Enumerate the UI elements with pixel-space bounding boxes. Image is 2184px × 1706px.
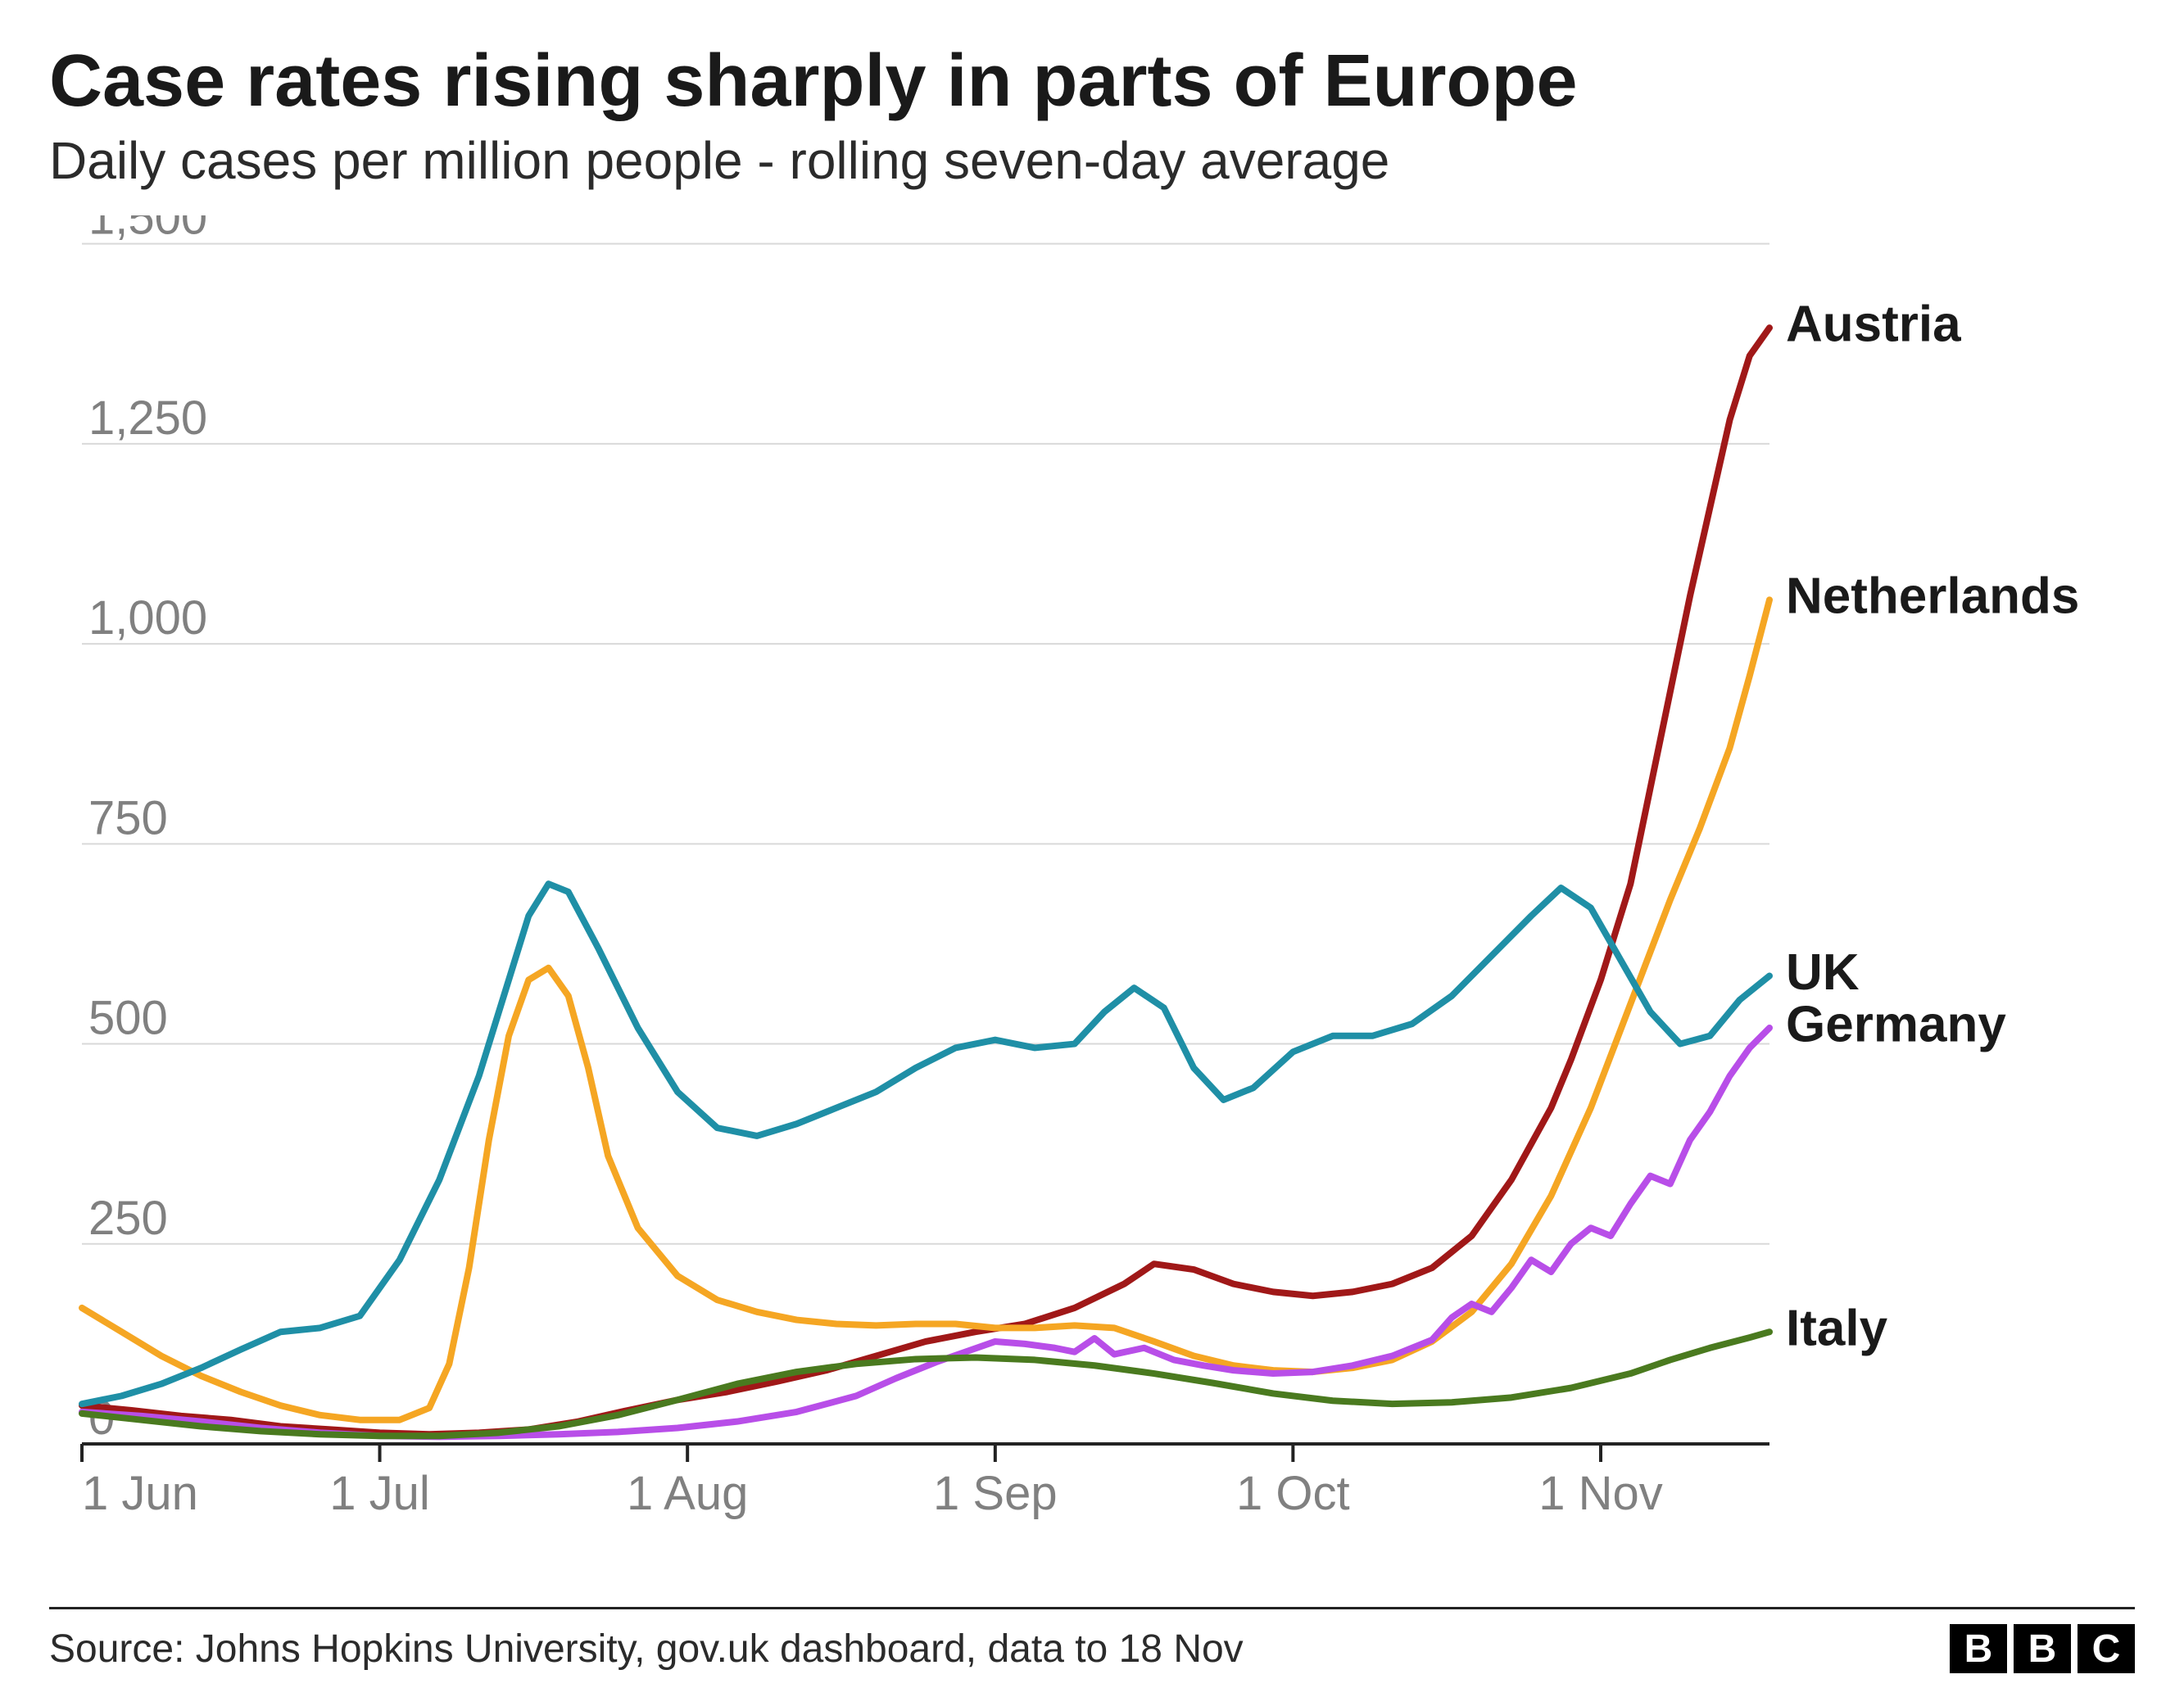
series-austria — [82, 328, 1769, 1434]
source-text: Source: Johns Hopkins University, gov.uk… — [49, 1627, 1244, 1672]
x-tick-label: 1 Nov — [1538, 1467, 1663, 1520]
series-label-netherlands: Netherlands — [1786, 568, 2079, 625]
x-tick-label: 1 Aug — [627, 1467, 748, 1520]
series-netherlands — [82, 600, 1769, 1419]
y-tick-label: 1,000 — [88, 591, 207, 645]
series-label-austria: Austria — [1786, 296, 1961, 353]
chart-card: Case rates rising sharply in parts of Eu… — [0, 0, 2184, 1706]
x-tick-label: 1 Jul — [329, 1467, 430, 1520]
y-tick-label: 1,500 — [88, 215, 207, 245]
series-label-italy: Italy — [1786, 1301, 1888, 1357]
x-tick-label: 1 Jun — [82, 1467, 198, 1520]
y-tick-label: 750 — [88, 791, 168, 844]
line-chart-svg: 02505007501,0001,2501,5001 Jun1 Jul1 Aug… — [49, 215, 2130, 1542]
x-tick-label: 1 Sep — [933, 1467, 1058, 1520]
chart-subtitle: Daily cases per million people - rolling… — [49, 130, 2135, 191]
bbc-logo-letter: B — [1950, 1624, 2007, 1673]
series-label-germany: Germany — [1786, 996, 2006, 1052]
bbc-logo: BBC — [1950, 1624, 2135, 1673]
series-label-uk: UK — [1786, 944, 1860, 1001]
bbc-logo-letter: B — [2014, 1624, 2071, 1673]
y-tick-label: 250 — [88, 1192, 168, 1245]
y-tick-label: 500 — [88, 992, 168, 1045]
series-italy — [82, 1332, 1769, 1436]
x-tick-label: 1 Oct — [1236, 1467, 1350, 1520]
bbc-logo-letter: C — [2078, 1624, 2135, 1673]
chart-footer: Source: Johns Hopkins University, gov.uk… — [49, 1607, 2135, 1673]
y-tick-label: 1,250 — [88, 391, 207, 445]
chart-area: 02505007501,0001,2501,5001 Jun1 Jul1 Aug… — [49, 215, 2135, 1542]
series-germany — [82, 1028, 1769, 1437]
chart-title: Case rates rising sharply in parts of Eu… — [49, 41, 2135, 122]
